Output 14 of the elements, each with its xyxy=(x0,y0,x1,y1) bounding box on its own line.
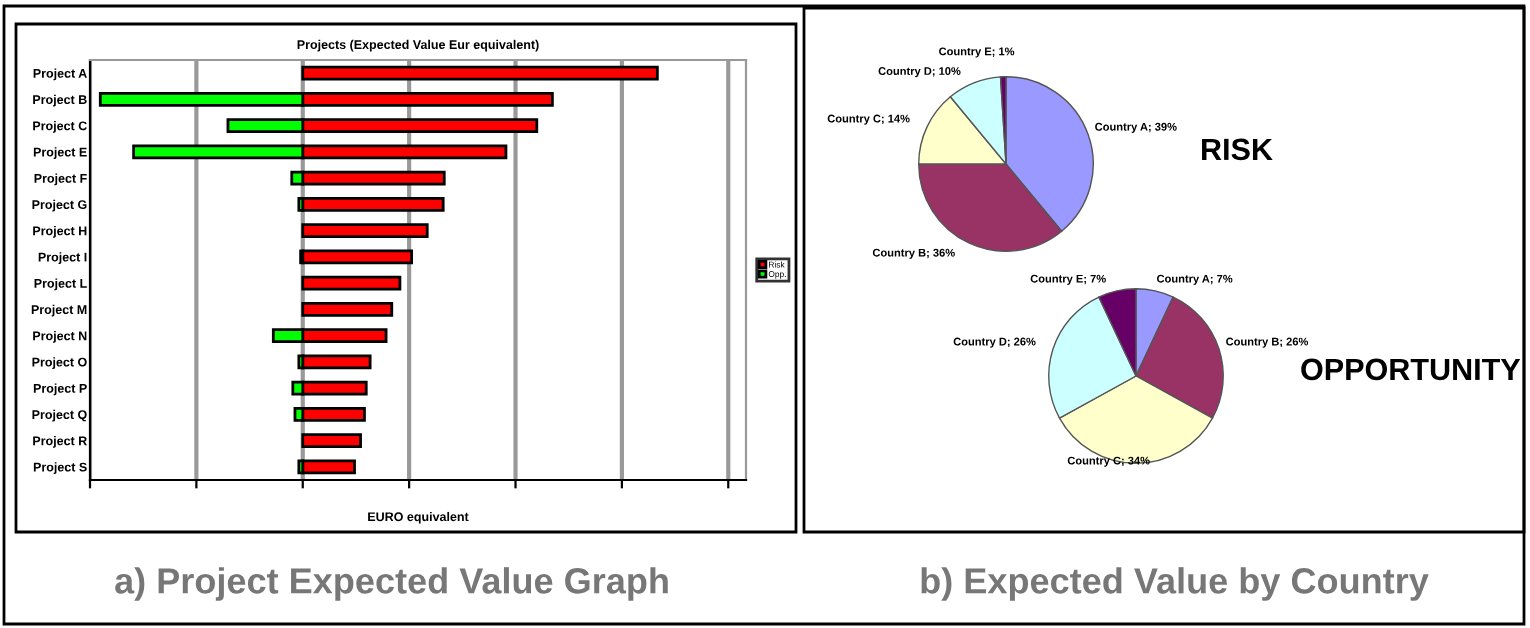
bar xyxy=(301,407,366,422)
bar xyxy=(301,459,356,475)
text: RISK xyxy=(1202,138,1273,161)
text: b) Expected Value by Country xyxy=(921,567,1429,601)
bar xyxy=(301,354,372,370)
bar xyxy=(301,275,402,291)
bar xyxy=(301,223,429,238)
bar xyxy=(301,433,362,448)
bar xyxy=(301,302,394,317)
text: a) Project Expected Value Graph xyxy=(115,567,668,601)
bar xyxy=(301,65,659,81)
bar xyxy=(301,197,445,212)
text: OPPORTUNITY xyxy=(1301,358,1521,381)
bar xyxy=(301,249,414,265)
